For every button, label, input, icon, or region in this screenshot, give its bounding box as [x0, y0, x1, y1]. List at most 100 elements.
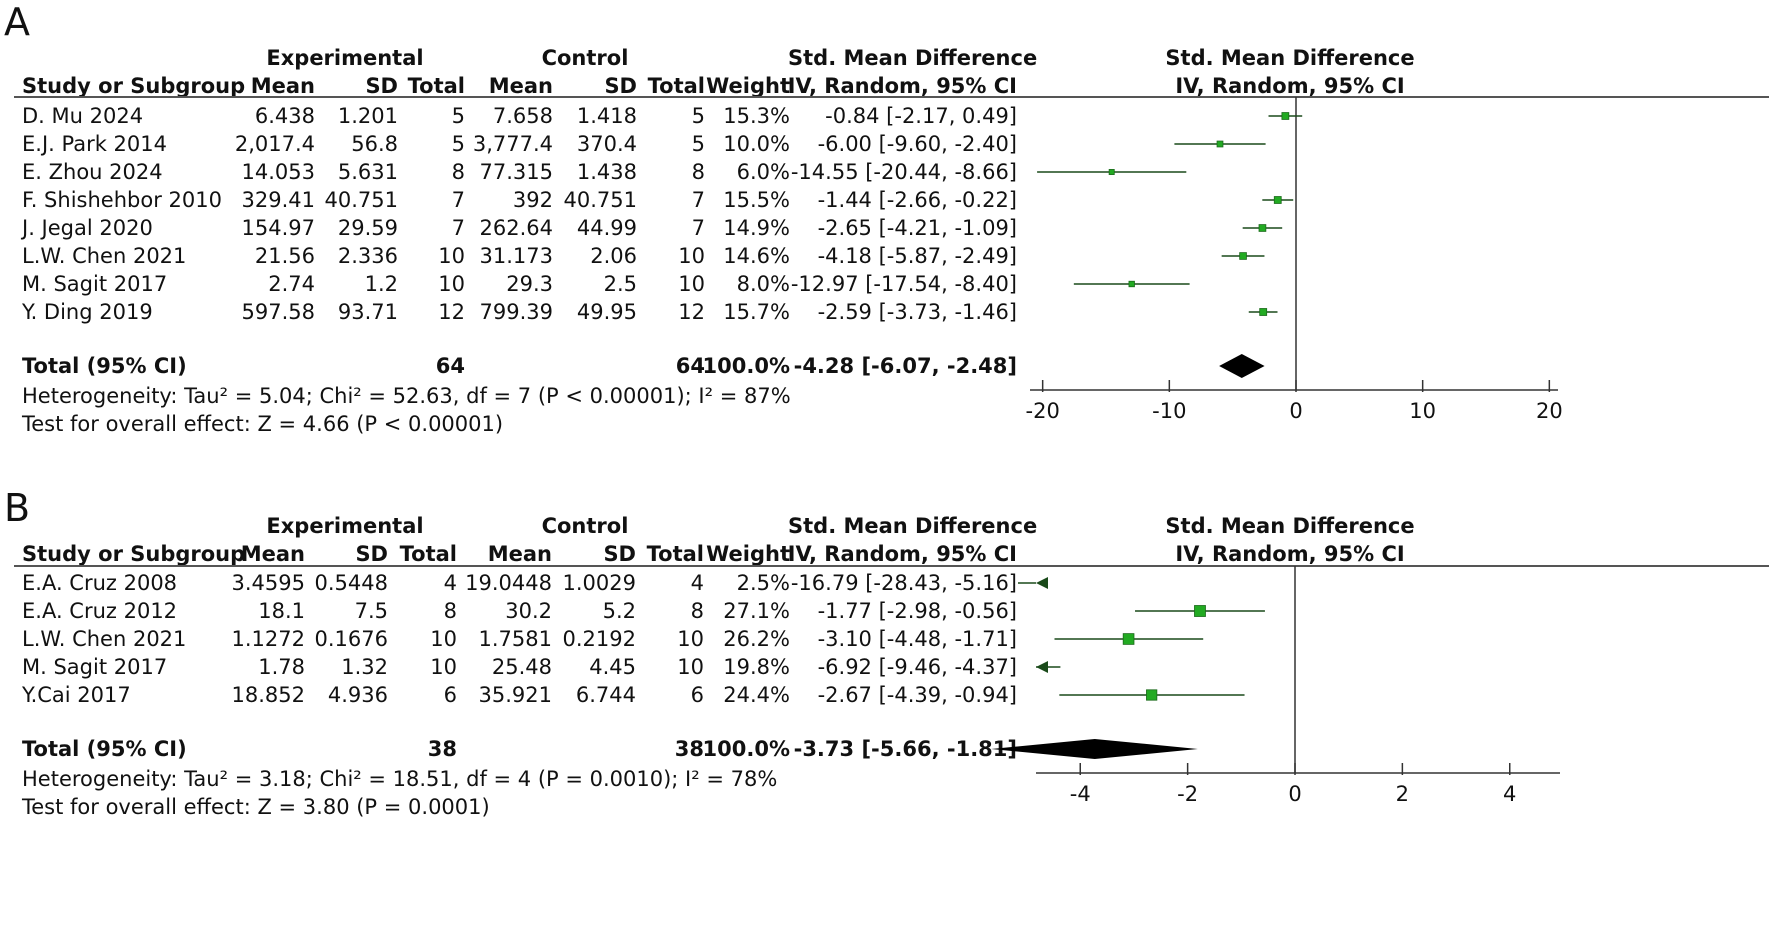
- forest-plot-svg: -20 -10 0 10 20: [1026, 97, 1563, 423]
- study-weight: 6.0%: [736, 160, 790, 184]
- exp-mean: 1.1272: [231, 627, 305, 651]
- exp-mean: 3.4595: [231, 571, 305, 595]
- exp-sd: 40.751: [324, 188, 398, 212]
- col-header-exp-sd: SD: [365, 74, 398, 98]
- study-weight: 15.5%: [723, 188, 790, 212]
- ctl-sd: 6.744: [575, 683, 636, 707]
- x-tick-label: -20: [1026, 399, 1060, 423]
- total-exp-n: 38: [427, 737, 457, 761]
- study-ci: -4.18 [-5.87, -2.49]: [817, 244, 1017, 268]
- control-group-header: Control: [541, 514, 629, 538]
- ctl-total: 5: [691, 132, 705, 156]
- study-marker: [1108, 169, 1115, 175]
- col-header-study: Study or Subgroup: [22, 74, 246, 98]
- x-tick-label: -4: [1070, 782, 1091, 806]
- col-header-study: Study or Subgroup: [22, 542, 246, 566]
- study-weight: 15.3%: [723, 104, 790, 128]
- exp-sd: 4.936: [327, 683, 388, 707]
- study-name: L.W. Chen 2021: [22, 627, 187, 651]
- col-header-ci: IV, Random, 95% CI: [787, 74, 1017, 98]
- col-header-exp-total: Total: [399, 542, 457, 566]
- study-name: E.A. Cruz 2008: [22, 571, 178, 595]
- ctl-sd: 1.0029: [562, 571, 636, 595]
- study-marker: [1259, 308, 1268, 316]
- x-tick-label: -2: [1177, 782, 1198, 806]
- study-name: F. Shishehbor 2010: [22, 188, 222, 212]
- exp-sd: 7.5: [354, 599, 388, 623]
- ci-arrow: [1036, 577, 1048, 589]
- study-ci: -16.79 [-28.43, -5.16]: [790, 571, 1017, 595]
- ctl-sd: 1.438: [576, 160, 637, 184]
- heterogeneity-text: Heterogeneity: Tau² = 3.18; Chi² = 18.51…: [22, 767, 778, 791]
- forest-plot-panel-b: B Experimental Control Std. Mean Difference…: [0, 486, 1772, 930]
- ctl-total: 7: [691, 216, 705, 240]
- plot-title: Std. Mean Difference: [1165, 46, 1415, 70]
- ctl-sd: 0.2192: [562, 627, 636, 651]
- ctl-total: 10: [678, 272, 705, 296]
- study-marker: [1128, 280, 1135, 288]
- study-ci: -1.44 [-2.66, -0.22]: [817, 188, 1017, 212]
- exp-total: 4: [443, 571, 457, 595]
- ctl-total: 10: [677, 627, 704, 651]
- exp-mean: 18.1: [258, 599, 305, 623]
- exp-mean: 329.41: [241, 188, 315, 212]
- exp-sd: 1.32: [341, 655, 388, 679]
- x-tick-label: 20: [1536, 399, 1563, 423]
- study-name: D. Mu 2024: [22, 104, 144, 128]
- study-ci: -2.67 [-4.39, -0.94]: [817, 683, 1017, 707]
- col-header-exp-sd: SD: [355, 542, 388, 566]
- study-weight: 10.0%: [723, 132, 790, 156]
- total-ctl-n: 38: [674, 737, 704, 761]
- ctl-total: 5: [691, 104, 705, 128]
- exp-total: 10: [438, 272, 465, 296]
- ctl-sd: 2.5: [603, 272, 637, 296]
- heterogeneity-text: Heterogeneity: Tau² = 5.04; Chi² = 52.63…: [22, 384, 791, 408]
- x-tick-label: 2: [1396, 782, 1409, 806]
- experimental-group-header: Experimental: [266, 46, 424, 70]
- ctl-sd: 1.418: [576, 104, 637, 128]
- study-marker: [1281, 112, 1290, 120]
- exp-total: 8: [451, 160, 465, 184]
- total-ci: -4.28 [-6.07, -2.48]: [793, 354, 1017, 378]
- ctl-mean: 77.315: [479, 160, 553, 184]
- exp-mean: 2,017.4: [234, 132, 315, 156]
- study-ci: -0.84 [-2.17, 0.49]: [825, 104, 1017, 128]
- control-group-header: Control: [541, 46, 629, 70]
- col-header-ctl-sd: SD: [604, 74, 637, 98]
- study-weight: 19.8%: [723, 655, 790, 679]
- study-name: M. Sagit 2017: [22, 272, 168, 296]
- exp-mean: 154.97: [241, 216, 315, 240]
- ctl-sd: 44.99: [576, 216, 637, 240]
- study-weight: 14.6%: [723, 244, 790, 268]
- ctl-total: 7: [691, 188, 705, 212]
- ctl-total: 12: [678, 300, 705, 324]
- study-marker: [1146, 689, 1158, 701]
- ci-arrow: [1036, 661, 1048, 673]
- study-weight: 15.7%: [723, 300, 790, 324]
- study-weight: 8.0%: [736, 272, 790, 296]
- pooled-diamond: [1219, 354, 1265, 378]
- exp-total: 10: [430, 627, 457, 651]
- exp-mean: 18.852: [231, 683, 305, 707]
- ctl-sd: 4.45: [589, 655, 636, 679]
- exp-total: 10: [438, 244, 465, 268]
- ctl-mean: 262.64: [479, 216, 553, 240]
- study-marker: [1258, 224, 1267, 232]
- total-ctl-n: 64: [675, 354, 705, 378]
- study-weight: 24.4%: [723, 683, 790, 707]
- col-header-exp-total: Total: [407, 74, 465, 98]
- col-header-ctl-mean: Mean: [487, 542, 552, 566]
- total-label: Total (95% CI): [22, 737, 187, 761]
- ctl-sd: 370.4: [576, 132, 637, 156]
- plot-subtitle: IV, Random, 95% CI: [1175, 74, 1405, 98]
- ctl-mean: 35.921: [478, 683, 552, 707]
- study-ci: -3.10 [-4.48, -1.71]: [817, 627, 1017, 651]
- study-name: Y.Cai 2017: [22, 683, 131, 707]
- col-header-ctl-sd: SD: [603, 542, 636, 566]
- exp-total: 10: [430, 655, 457, 679]
- plot-title: Std. Mean Difference: [1165, 514, 1415, 538]
- exp-mean: 14.053: [241, 160, 315, 184]
- effect-column-title: Std. Mean Difference: [788, 514, 1038, 538]
- plot-subtitle: IV, Random, 95% CI: [1175, 542, 1405, 566]
- overall-effect-text: Test for overall effect: Z = 4.66 (P < 0…: [22, 412, 504, 436]
